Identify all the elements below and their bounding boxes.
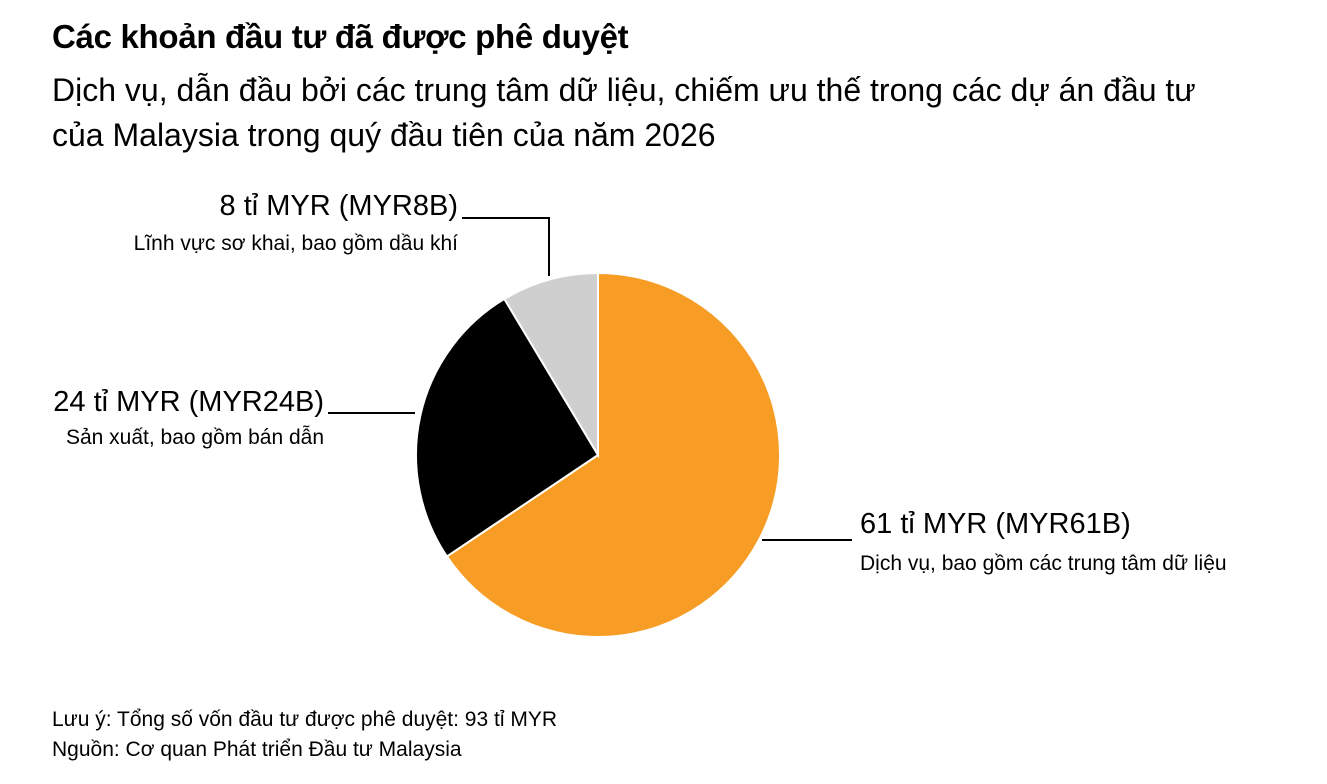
chart-title: Các khoản đầu tư đã được phê duyệt	[52, 18, 629, 55]
chart-subtitle: Dịch vụ, dẫn đầu bởi các trung tâm dữ li…	[52, 72, 1196, 153]
value-label: 61 tỉ MYR (MYR61B)	[860, 508, 1131, 540]
source: Nguồn: Cơ quan Phát triển Đầu tư Malaysi…	[52, 738, 462, 761]
value-label: 24 tỉ MYR (MYR24B)	[53, 386, 324, 418]
value-label: 8 tỉ MYR (MYR8B)	[219, 190, 458, 222]
category-label: Dịch vụ, bao gồm các trung tâm dữ liệu	[860, 552, 1227, 575]
leader-line	[462, 217, 550, 276]
pie-slice	[445, 271, 781, 638]
pie-slice	[415, 297, 600, 558]
pie-slice	[502, 271, 599, 459]
note: Lưu ý: Tổng số vốn đầu tư được phê duyệt…	[52, 708, 557, 731]
category-label: Sản xuất, bao gồm bán dẫn	[65, 426, 324, 449]
category-label: Lĩnh vực sơ khai, bao gồm dầu khí	[133, 232, 458, 255]
